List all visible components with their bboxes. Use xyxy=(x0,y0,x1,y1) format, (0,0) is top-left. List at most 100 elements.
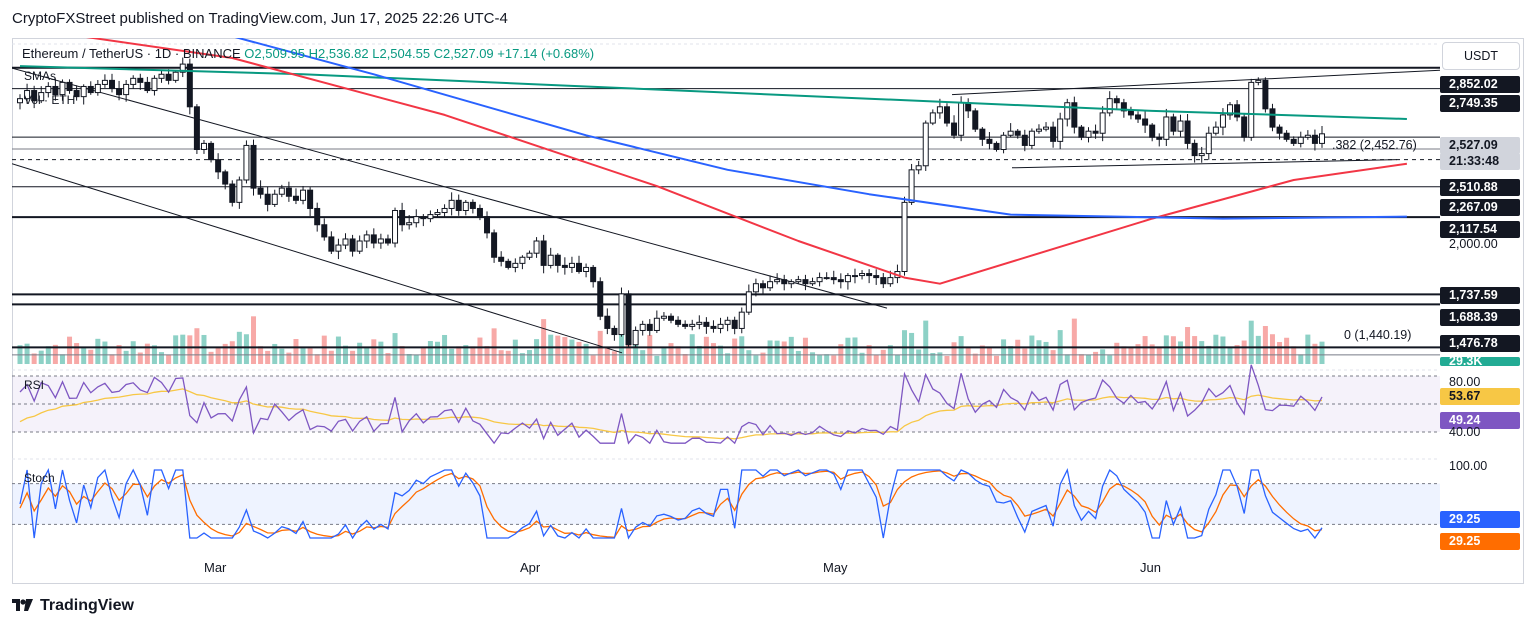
volume-bar xyxy=(1107,355,1113,364)
candle-body xyxy=(1205,132,1212,155)
candle-body xyxy=(519,256,526,264)
candle xyxy=(526,250,533,260)
candle-body xyxy=(823,277,830,280)
candle-body xyxy=(668,315,674,321)
volume-bar xyxy=(31,353,37,364)
volume-bar xyxy=(1319,341,1325,364)
volume-bar xyxy=(378,341,384,364)
volume-legend[interactable]: Vol · ETH xyxy=(24,93,76,107)
price-tag: 1,476.78 xyxy=(1440,335,1520,352)
volume-bar xyxy=(909,332,915,364)
price-tag: 29.3K xyxy=(1440,357,1520,366)
rsi-legend[interactable]: RSI xyxy=(24,378,45,392)
candle xyxy=(59,79,66,101)
candle xyxy=(116,80,123,101)
candle xyxy=(1135,111,1142,123)
candle xyxy=(1269,103,1276,132)
volume-bar xyxy=(1078,354,1084,364)
volume-bar xyxy=(413,354,419,364)
candle xyxy=(519,255,526,270)
candle xyxy=(1021,129,1028,152)
volume-bar xyxy=(1177,341,1183,364)
volume-bar xyxy=(505,350,511,364)
volume-bar xyxy=(102,341,108,364)
symbol-info[interactable]: Ethereum / TetherUS · 1D · BINANCE O2,50… xyxy=(22,46,594,61)
candle xyxy=(420,214,427,227)
candle-body xyxy=(696,321,703,325)
volume-bar xyxy=(937,352,943,364)
candle xyxy=(370,228,377,249)
volume-bar xyxy=(1199,341,1205,364)
candle xyxy=(993,141,1000,152)
stoch-legend[interactable]: Stoch xyxy=(24,471,55,485)
downtrend-line xyxy=(12,67,888,309)
volume-bar xyxy=(944,355,950,364)
candle-body xyxy=(17,98,23,104)
volume-bar xyxy=(1312,343,1318,364)
volume-bar xyxy=(654,355,660,364)
candle xyxy=(356,235,363,254)
candle xyxy=(802,274,809,291)
candle xyxy=(1028,128,1035,150)
candle-body xyxy=(236,179,243,203)
volume-bar xyxy=(1269,334,1275,364)
chart-canvas[interactable] xyxy=(12,38,1440,584)
volume-bar xyxy=(725,353,731,364)
candle xyxy=(413,209,420,228)
volume-bar xyxy=(137,352,143,364)
candle-body xyxy=(1191,142,1198,157)
candle-body xyxy=(993,142,1000,151)
candle-body xyxy=(837,279,844,283)
volume-bar xyxy=(449,348,455,364)
price-tag: 2,749.35 xyxy=(1440,95,1520,112)
tradingview-logo[interactable]: TradingView xyxy=(12,597,134,615)
volume-bar xyxy=(272,343,278,364)
candle xyxy=(710,320,717,333)
candle-body xyxy=(87,85,94,94)
stoch-tag: 29.25 xyxy=(1440,511,1520,528)
candle-body xyxy=(420,216,427,220)
candle xyxy=(1163,108,1170,147)
candle-body xyxy=(1170,116,1177,132)
candle-body xyxy=(229,183,236,203)
smas-legend[interactable]: SMAs xyxy=(24,69,57,83)
candle xyxy=(929,109,936,126)
candle-body xyxy=(682,323,689,327)
volume-bar xyxy=(123,350,129,364)
candle xyxy=(243,140,250,184)
volume-bar xyxy=(965,347,971,364)
candle xyxy=(915,161,922,175)
candle xyxy=(745,284,752,315)
volume-bar xyxy=(1085,354,1091,364)
candle-body xyxy=(873,275,880,279)
volume-bar xyxy=(519,353,525,364)
candle-body xyxy=(731,319,738,329)
candle-body xyxy=(278,187,285,195)
symbol-name[interactable]: Ethereum / TetherUS · 1D · BINANCE xyxy=(22,46,241,61)
candle xyxy=(823,272,830,280)
volume-bar xyxy=(873,354,879,364)
candle-body xyxy=(689,323,696,327)
candle-body xyxy=(1156,136,1163,140)
candle-body xyxy=(123,83,130,96)
candle xyxy=(922,120,929,171)
candle-body xyxy=(597,281,604,317)
fib-382-label: .382 (2,452.76) xyxy=(1332,138,1417,152)
candle-body xyxy=(292,195,299,201)
currency-button[interactable]: USDT xyxy=(1442,42,1520,70)
candle xyxy=(752,278,759,297)
candle-body xyxy=(406,222,413,226)
candle xyxy=(307,187,314,217)
candle-body xyxy=(413,216,420,224)
candle xyxy=(1212,121,1219,136)
candle xyxy=(137,73,144,90)
rsi-tag: 53.67 xyxy=(1440,388,1520,405)
candle xyxy=(363,230,370,249)
candle-body xyxy=(73,90,80,98)
candle-body xyxy=(866,273,873,277)
candle-body xyxy=(101,79,108,85)
volume-bar xyxy=(526,350,532,364)
candle-body xyxy=(901,201,908,272)
candle-body xyxy=(257,187,264,195)
volume-bar xyxy=(201,334,207,364)
